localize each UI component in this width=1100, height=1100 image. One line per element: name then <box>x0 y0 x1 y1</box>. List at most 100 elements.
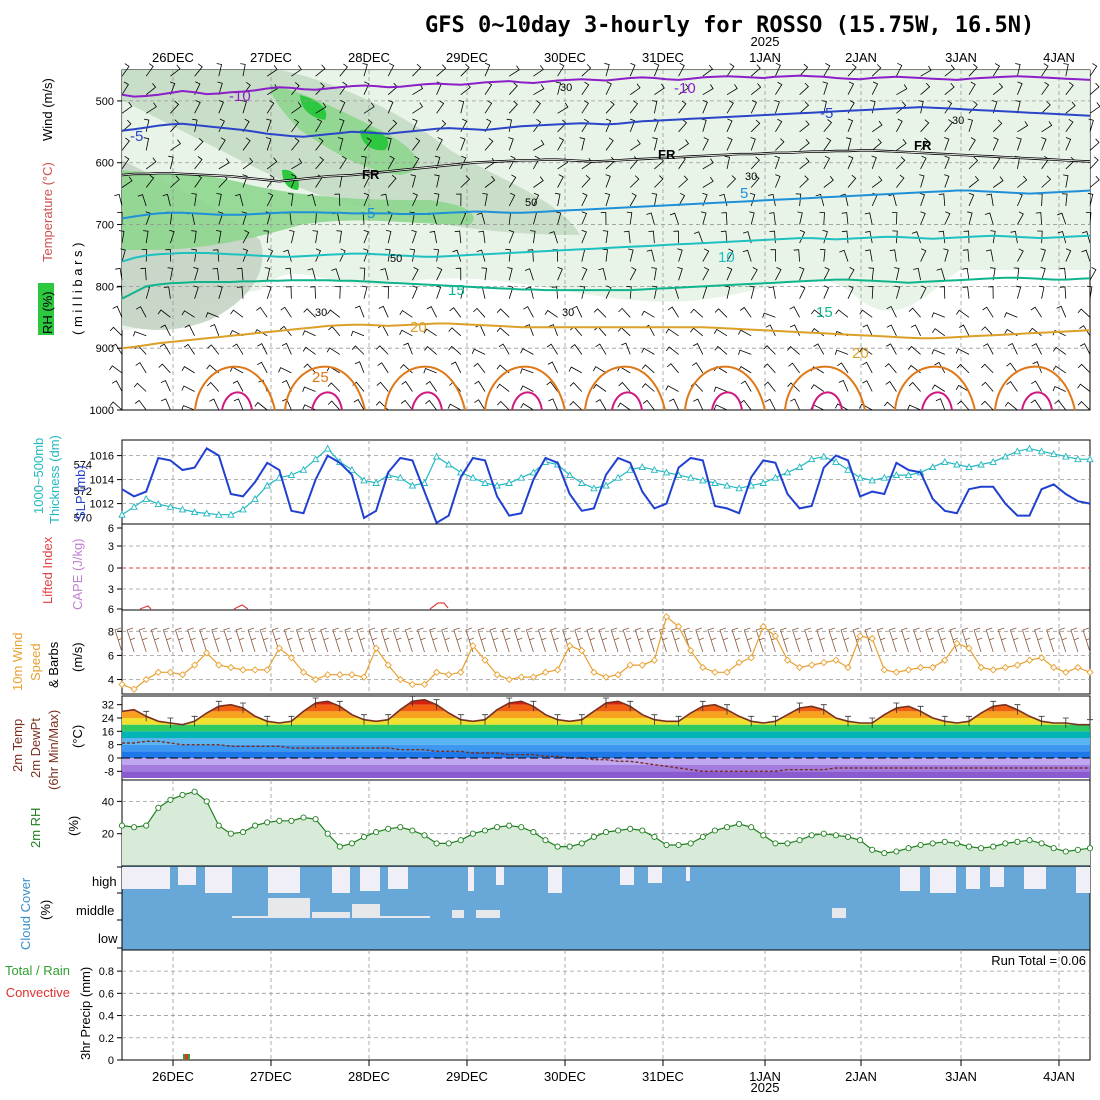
wind-barb <box>1035 212 1042 225</box>
wind-speed-point <box>130 685 138 693</box>
y-tick-label: 3 <box>108 584 114 596</box>
wind-barb <box>555 81 562 95</box>
wind-barb <box>216 193 222 207</box>
wind-barb <box>387 174 397 188</box>
wind-barb <box>913 267 921 281</box>
wind-barb <box>713 328 728 337</box>
wind-barb-10m <box>1058 627 1067 653</box>
wind-barb <box>959 324 970 336</box>
wind-speed-point <box>844 663 852 672</box>
wind-barb <box>351 345 365 355</box>
wind-barb <box>281 379 292 392</box>
wind-barb <box>460 63 470 77</box>
wind-speed-point <box>638 661 646 669</box>
rh-point <box>506 822 513 829</box>
wind-speed-point <box>1074 663 1082 672</box>
temp-minmax-bar <box>627 700 634 712</box>
wind-barb <box>280 306 292 318</box>
wind-barb <box>839 249 849 262</box>
wind-barb <box>990 230 996 244</box>
wind-barb-10m <box>114 627 124 653</box>
iso-label: -5 <box>820 105 833 122</box>
wind-barb <box>992 119 1003 133</box>
cloud-gap-middle <box>312 912 350 918</box>
wind-speed-point <box>711 668 719 676</box>
rh-point <box>1074 846 1081 853</box>
wind-barb <box>985 249 994 262</box>
wind-barb <box>337 137 344 151</box>
upper-air-panel: -10 -10 -5 -5 -5 5 10 15 15 20 20 25 FR … <box>38 62 1100 417</box>
wind-barb <box>412 285 418 299</box>
wind-barb <box>618 307 631 318</box>
rh-point <box>566 843 573 850</box>
wind-barb <box>436 64 447 77</box>
wind-barb-10m <box>320 627 329 653</box>
wind-barb <box>544 309 558 318</box>
wind-barb <box>557 102 569 114</box>
wind-barb <box>183 343 195 355</box>
wind-barb <box>1006 381 1018 392</box>
wind-barb <box>1077 363 1091 374</box>
cape-li-panel: 6 3 0 3 6 Lifted Index CAPE (J/kg) <box>40 523 1091 616</box>
wind-barb <box>579 137 585 151</box>
wind-barb <box>992 83 1004 96</box>
upper-air-y-axis: 500 600 700 800 900 1000 <box>90 96 122 417</box>
wind-barb <box>1059 286 1067 299</box>
wind-barb <box>957 400 970 411</box>
rh-point <box>953 840 960 847</box>
wind-barb <box>641 364 655 374</box>
wind-barb <box>278 367 292 374</box>
wind-barb <box>498 343 510 355</box>
wind-barb <box>864 212 873 225</box>
wind-barb <box>496 327 510 337</box>
wind-barb <box>944 155 950 170</box>
wind-barb <box>883 401 897 411</box>
wind-barb <box>447 403 461 411</box>
wind-grid <box>122 610 1090 694</box>
precip-total-label: Total / Rain <box>5 963 70 978</box>
year-label-top: 2025 <box>751 34 780 49</box>
wind-barb <box>1052 385 1066 392</box>
rh-point <box>675 841 682 849</box>
wind-barb <box>726 175 737 188</box>
thickness-point <box>493 481 501 489</box>
wind-barb <box>145 157 157 170</box>
wind-barb <box>354 361 365 374</box>
wind-barb <box>742 231 752 244</box>
wind-barb <box>242 157 254 170</box>
rh-contour-label: 30 <box>952 115 964 127</box>
wind-barb-10m <box>913 627 922 653</box>
thickness-point <box>1037 447 1046 455</box>
wind-speed-point <box>699 663 707 672</box>
wind-barb-10m <box>1021 627 1031 653</box>
rh-point <box>1038 840 1045 847</box>
wind-barb <box>520 348 534 355</box>
cape-y-axis: 6 3 0 3 6 <box>108 523 122 616</box>
wind-barb <box>112 305 123 318</box>
rh-series <box>118 788 1094 866</box>
rh-point <box>832 832 839 839</box>
wind-barb <box>549 231 558 244</box>
wind-barb <box>896 84 908 96</box>
wind-barb <box>768 212 776 225</box>
wind-speed-point <box>856 632 864 640</box>
wind-barb <box>285 267 292 281</box>
wind-barb <box>810 384 825 392</box>
wind-barb <box>626 286 632 299</box>
wind-barb-10m <box>259 627 269 653</box>
temp-minmax-bar <box>457 714 464 725</box>
wind-barb <box>1004 312 1018 318</box>
wind-barb <box>692 343 704 355</box>
wind-barb <box>165 249 171 262</box>
iso-label: -5 <box>130 128 143 145</box>
wind-barb <box>1065 137 1072 151</box>
wind-barb <box>1057 212 1067 225</box>
wind-barb <box>525 286 534 299</box>
wind-speed-point <box>481 656 489 664</box>
wind-barb <box>181 405 195 411</box>
wind-barb <box>787 346 800 355</box>
wind-barb <box>944 174 950 188</box>
wind-barb <box>133 331 147 337</box>
wind-barb <box>206 364 220 374</box>
